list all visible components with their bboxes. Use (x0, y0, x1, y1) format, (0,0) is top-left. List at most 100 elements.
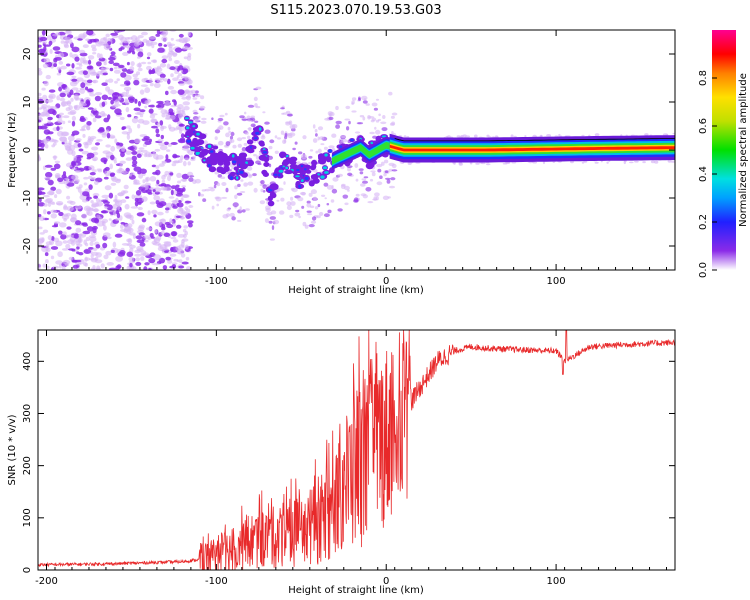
spectrogram-noise-blob (68, 256, 74, 261)
spectrogram-noise-blob (324, 197, 327, 200)
spectrogram-noise-blob (169, 253, 177, 257)
spectrogram-noise-blob (39, 232, 45, 235)
spectrogram-noise-blob (314, 206, 319, 210)
spectrogram-noise-blob (174, 71, 180, 74)
spectrogram-noise-blob (280, 130, 285, 135)
snr-ytick-label: 300 (22, 404, 33, 423)
spectrogram-noise-blob (83, 182, 88, 186)
spectrogram-noise-blob (152, 189, 156, 193)
spectrogram-noise-blob (391, 121, 396, 126)
spectrogram-noise-blob (38, 214, 42, 218)
spectrogram-noise-blob (59, 92, 66, 98)
spectrogram-noise-blob (53, 63, 57, 68)
spectrogram-noise-blob (153, 82, 161, 88)
spectrogram-noise-blob (272, 219, 280, 225)
spectrogram-noise-blob (347, 172, 353, 176)
spectrogram-noise-blob (137, 123, 141, 129)
spectrogram-noise-blob (128, 46, 135, 53)
spectrogram-noise-blob (155, 104, 162, 108)
spectrogram-noise-blob (182, 187, 186, 192)
spectrogram-noise-blob (116, 112, 122, 116)
spectrogram-noise-blob (65, 87, 70, 93)
spectrogram-noise-blob (391, 169, 398, 172)
spectrogram-noise-blob (121, 146, 126, 152)
spectrogram-noise-blob (373, 107, 378, 111)
spectrogram-noise-blob (149, 176, 157, 182)
spectrogram-noise-blob (96, 61, 102, 67)
spectrogram-noise-blob (45, 259, 49, 264)
spectrogram-noise-blob (317, 203, 321, 208)
spectrogram-noise-blob (49, 49, 53, 54)
spectrogram-noise-blob (176, 172, 182, 178)
spectrogram-noise-blob (38, 92, 42, 97)
spectrogram-noise-blob (379, 175, 383, 179)
snr-ytick-label: 0 (22, 567, 33, 573)
spectrogram-noise-blob (68, 144, 76, 151)
spectrogram-noise-blob (211, 117, 214, 120)
spectrogram-noise-blob (502, 162, 508, 165)
spectrogram-noise-blob (116, 78, 120, 82)
spectrogram-noise-blob (475, 162, 480, 165)
spectrogram-noise-blob (66, 71, 75, 76)
spectrogram-noise-blob (125, 89, 130, 95)
spectrogram-noise-blob (225, 132, 230, 138)
spectrogram-band-cyan (331, 140, 390, 167)
colorbar-tick-label: 0.2 (698, 214, 709, 230)
spectrogram-noise-blob (103, 254, 109, 260)
spectrogram-noise-blob (57, 31, 66, 36)
spectrogram-noise-blob (113, 69, 121, 74)
spectrogram-noise-blob (85, 207, 94, 211)
spectrogram-noise-blob (216, 182, 221, 187)
spectrogram-noise-blob (43, 129, 51, 135)
spectrogram-noise-blob (221, 182, 227, 186)
spectrogram-noise-blob (58, 114, 63, 119)
spectrogram-noise-blob (63, 139, 68, 144)
spectrogram-ytick-label: 0 (22, 147, 33, 153)
spectrogram-noise-blob (189, 175, 195, 178)
spectrogram-noise-blob (202, 198, 207, 203)
spectrogram-noise-blob (150, 118, 158, 123)
spectrogram-noise-blob (40, 125, 48, 130)
spectrogram-noise-blob (362, 194, 368, 199)
spectrogram-noise-blob (152, 59, 157, 64)
spectrogram-noise-blob (162, 265, 168, 270)
spectrogram-noise-blob (120, 190, 126, 195)
spectrogram-noise-blob (367, 115, 371, 120)
spectrogram-noise-blob (314, 128, 318, 133)
spectrogram-noise-blob (165, 210, 169, 214)
spectrogram-noise-blob (138, 174, 144, 179)
spectrogram-noise-blob (155, 33, 160, 37)
spectrogram-noise-blob (186, 266, 191, 270)
spectrogram-noise-blob (313, 196, 317, 201)
spectrogram-trace-blob (193, 146, 203, 152)
spectrogram-noise-blob (110, 182, 117, 186)
spectrogram-noise-blob (38, 263, 42, 270)
spectrogram-noise-blob (237, 219, 242, 222)
spectrogram-noise-blob (133, 182, 141, 185)
spectrogram-noise-blob (135, 257, 141, 262)
spectrogram-trace-core (300, 165, 304, 168)
spectrogram-noise-blob (120, 222, 126, 225)
spectrogram-noise-blob (154, 221, 162, 227)
spectrogram-noise-blob (86, 30, 94, 36)
spectrogram-noise-blob (194, 90, 199, 94)
spectrogram-noise-blob (100, 263, 105, 269)
spectrogram-noise-blob (254, 103, 258, 108)
spectrogram-noise-blob (157, 47, 165, 53)
spectrogram-noise-blob (335, 124, 340, 129)
spectrogram-noise-blob (187, 220, 194, 224)
spectrogram-noise-blob (335, 120, 342, 125)
spectrogram-noise-blob (74, 205, 82, 210)
spectrogram-noise-blob (78, 49, 86, 54)
spectrogram-noise-blob (43, 58, 51, 63)
spectrogram-noise-blob (105, 33, 110, 38)
spectrogram-noise-blob (247, 104, 255, 108)
spectrogram-band-core (389, 144, 675, 152)
spectrogram-noise-blob (177, 234, 185, 238)
spectrogram-noise-blob (50, 167, 57, 171)
spectrogram-noise-blob (204, 188, 211, 192)
spectrogram-noise-blob (119, 215, 123, 221)
spectrogram-noise-blob (166, 41, 172, 47)
spectrogram-noise-blob (672, 132, 675, 135)
spectrogram-noise-blob (53, 139, 59, 143)
